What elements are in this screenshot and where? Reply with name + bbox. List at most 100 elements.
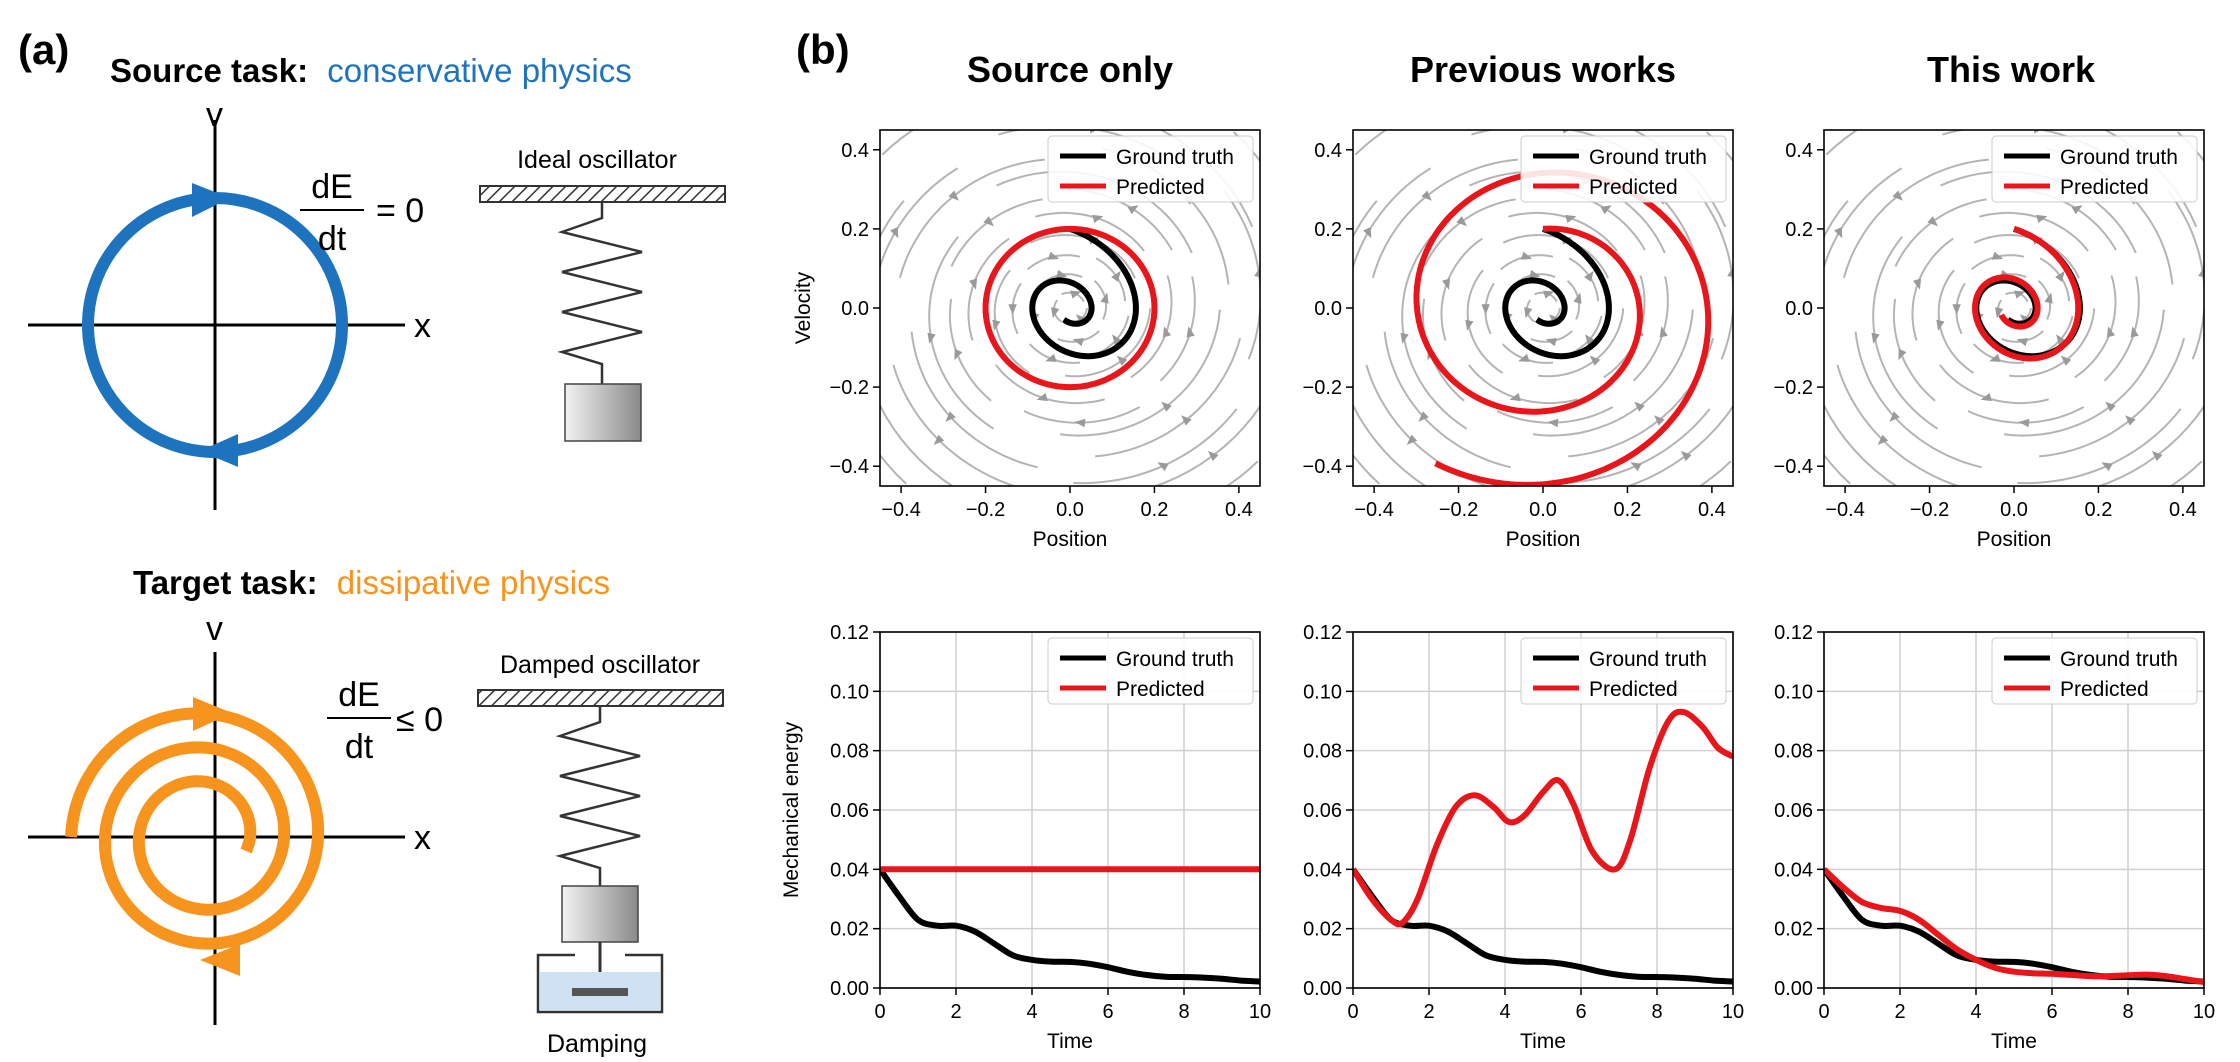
ticks: 0 2 4 6 8 10 0.00 0.02 0.04 0.06 0.08 0.10 0.12 <box>1303 622 1744 1023</box>
streamline-arrow <box>1100 292 1109 304</box>
streamline-arrow <box>1913 278 1922 290</box>
target-spiral-arrow-top <box>193 697 232 731</box>
streamline <box>2074 275 2117 379</box>
streamline-arrow <box>2018 418 2030 428</box>
streamline-arrow <box>2033 130 2041 134</box>
streamline-arrow <box>1603 115 1614 123</box>
streamline <box>880 453 907 485</box>
streamline <box>1532 309 1694 437</box>
damper-piston <box>572 988 628 996</box>
ground-truth-line <box>880 867 1260 985</box>
streamline <box>1353 453 1380 485</box>
damper-cup <box>536 953 664 1014</box>
damped-spring <box>555 706 641 886</box>
streamline-arrow <box>2065 523 2076 531</box>
phase-legend: Ground truth Predicted <box>1520 135 1727 203</box>
streamline-arrow <box>1092 214 1104 223</box>
streamline-arrow <box>1036 393 1048 402</box>
streamline <box>928 236 995 430</box>
streamline <box>1365 364 1491 486</box>
ground-truth-line <box>1824 867 2204 985</box>
ideal-mass <box>564 383 642 442</box>
streamline-arrow <box>2125 415 2136 426</box>
target-eq-num: dE <box>338 676 380 714</box>
x-axis-label: Position <box>1506 528 1581 551</box>
streamline-arrow <box>1072 338 1084 347</box>
y-tick-label: 0.0 <box>1785 298 1813 320</box>
streamline-arrow <box>2198 267 2204 278</box>
x-tick-label: 10 <box>2193 1001 2215 1023</box>
phase-legend-gt-label: Ground truth <box>1589 146 1707 169</box>
column-title-source-only: Source only <box>967 49 1173 90</box>
y-tick-label: 0.2 <box>1785 219 1813 241</box>
energy-legend-pred-label: Predicted <box>1116 678 1205 701</box>
y-tick-label: 0.08 <box>1774 741 1813 763</box>
streamline-arrow <box>2074 115 2085 123</box>
column-title-previous-works: Previous works <box>1410 49 1676 90</box>
phase-legend: Ground truth Predicted <box>1047 135 1254 203</box>
x-tick-label: 6 <box>2046 1001 2057 1023</box>
streamline-arrow <box>859 346 867 357</box>
target-title: Target task: dissipative physics <box>133 564 610 601</box>
energy-chart-source-only: 0 2 4 6 8 10 0.00 0.02 0.04 0.06 0.08 0.10 0.12 Time M… <box>780 622 1271 1053</box>
ground-truth-line <box>1973 226 2083 360</box>
streamline-arrow <box>1047 251 1060 260</box>
y-tick-label: 0.08 <box>830 741 869 763</box>
streamline <box>1872 236 1939 430</box>
streamline-arrow <box>1481 304 1490 315</box>
energy-legend-pred-label: Predicted <box>1589 678 1678 701</box>
panel-a: (a) Source task: conservative physics v … <box>18 26 726 1058</box>
energy-legend: Ground truth Predicted <box>1520 637 1727 705</box>
streamline-arrow <box>2044 292 2053 304</box>
streamline-arrow <box>2019 314 2031 325</box>
y-tick-label: −0.2 <box>1774 377 1813 399</box>
streamline-arrow <box>1548 314 1560 325</box>
streamline-arrow <box>1547 418 1559 428</box>
streamline <box>1836 364 1962 486</box>
streamline <box>892 364 1018 486</box>
streamline-arrow <box>2101 462 2113 472</box>
streamline-arrow <box>1871 332 1880 344</box>
y-tick-label: 0.02 <box>1303 919 1342 941</box>
y-tick-label: −0.2 <box>830 377 869 399</box>
streamline-arrow <box>1594 523 1605 531</box>
phase-legend-pred-label: Predicted <box>1116 176 1205 199</box>
streamline-arrow <box>1421 190 1432 201</box>
y-tick-label: 0.06 <box>1303 800 1342 822</box>
source-axis-v-label: v <box>206 96 223 134</box>
energy-lines <box>880 866 1260 985</box>
x-tick-label: −0.2 <box>1910 499 1949 521</box>
phase-chart-previous-works: −0.4 −0.2 0.0 0.2 0.4 −0.4 −0.2 0.0 0.2 0.4 Positi… <box>1303 115 1734 551</box>
x-tick-label: 8 <box>1178 1001 1189 1023</box>
phase-legend-gt-label: Ground truth <box>1116 146 1234 169</box>
streamline <box>1353 200 1428 486</box>
column-title-this-work: This work <box>1927 49 2096 90</box>
streamline <box>1824 453 1851 485</box>
streamline-arrow <box>1363 227 1372 239</box>
source-eq-rel: = 0 <box>376 192 424 230</box>
streamline-arrow <box>1562 130 1570 134</box>
streamline <box>1939 364 2049 405</box>
streamline-arrow <box>1056 269 1068 278</box>
source-orbit-arrow-top <box>192 183 230 217</box>
streamline-arrow <box>1254 267 1260 278</box>
streamline-arrow <box>969 278 978 290</box>
phase-legend-pred-label: Predicted <box>1589 176 1678 199</box>
damped-ceiling <box>477 689 724 707</box>
source-title: Source task: conservative physics <box>110 52 632 89</box>
y-tick-label: 0.0 <box>1314 298 1342 320</box>
streamline-arrow <box>1332 346 1340 357</box>
streamline-arrow <box>1877 434 1889 445</box>
x-tick-label: 2 <box>1423 1001 1434 1023</box>
streamline-arrow <box>1834 227 1843 239</box>
x-tick-label: 10 <box>1722 1001 1744 1023</box>
x-axis-label: Position <box>1033 528 1108 551</box>
target-spiral <box>65 707 325 950</box>
streamline-arrow <box>1892 190 1903 201</box>
streamline-arrow <box>945 411 956 422</box>
streamline-arrow <box>1400 332 1409 344</box>
x-tick-label: 4 <box>1499 1001 1510 1023</box>
x-tick-label: 4 <box>1026 1001 1037 1023</box>
energy-legend-pred-label: Predicted <box>2060 678 2149 701</box>
y-tick-label: 0.4 <box>1785 140 1813 162</box>
